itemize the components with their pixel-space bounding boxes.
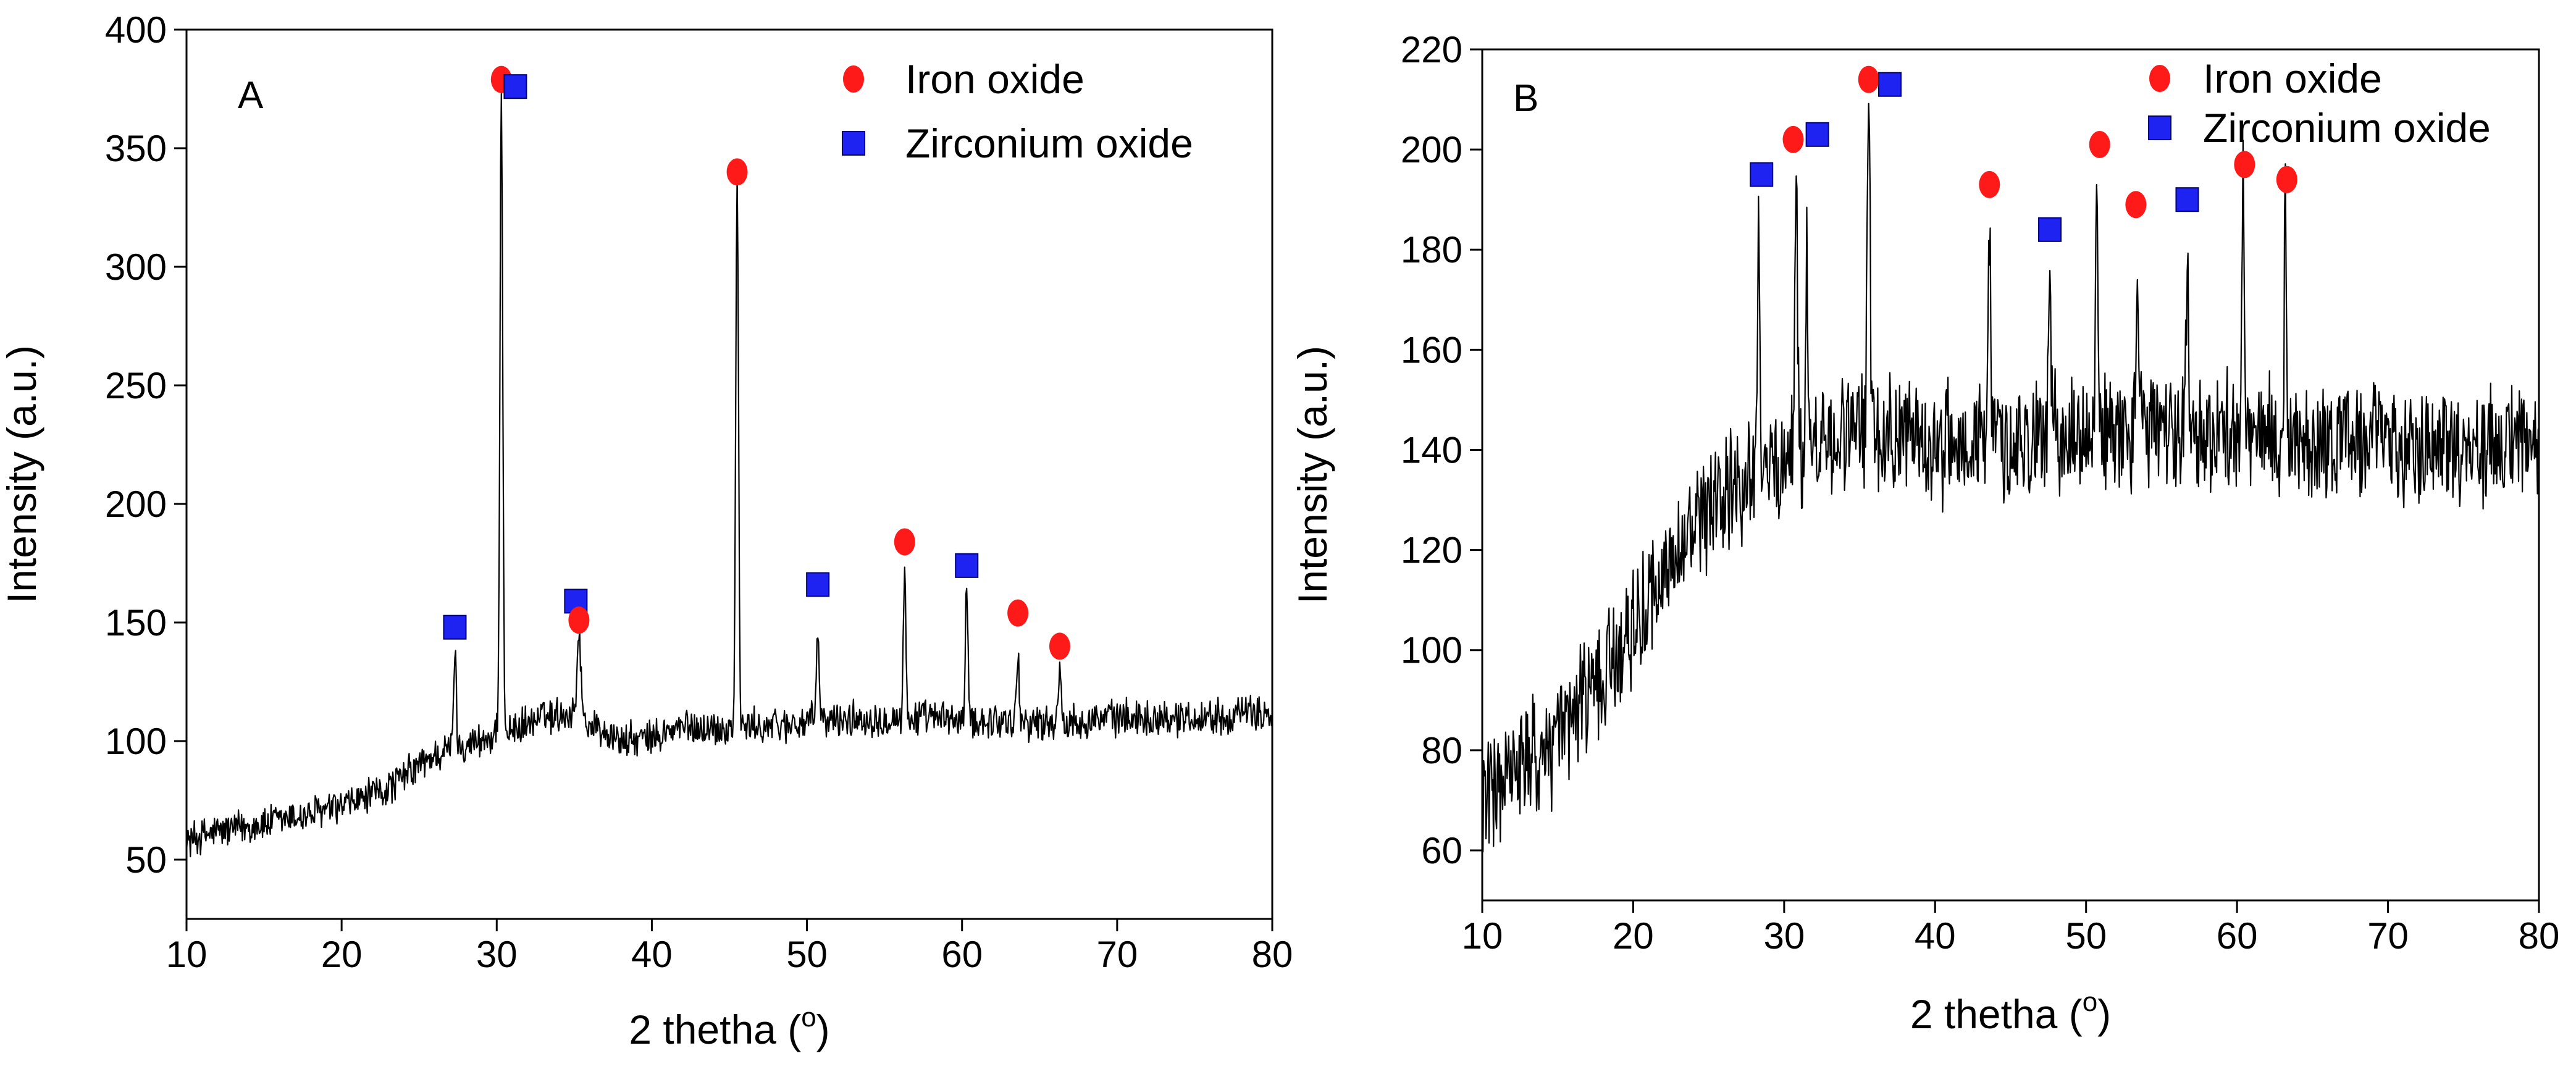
x-tick-label: 60: [2217, 915, 2258, 957]
legend-zirconium-oxide-marker: [842, 131, 865, 156]
y-tick-label: 120: [1401, 530, 1462, 571]
y-tick-label: 180: [1401, 229, 1462, 270]
zirconium-oxide-marker: [2175, 187, 2199, 212]
legend-label: Zirconium oxide: [2203, 105, 2491, 151]
x-tick-label: 70: [1096, 934, 1138, 975]
y-tick-label: 140: [1401, 429, 1462, 471]
legend-zirconium-oxide-marker: [2148, 115, 2171, 140]
panel-label: A: [238, 74, 264, 117]
iron-oxide-marker: [1007, 599, 1029, 627]
y-tick-label: 200: [105, 484, 167, 525]
y-tick-label: 250: [105, 365, 167, 406]
iron-oxide-marker: [2234, 151, 2255, 178]
x-tick-label: 40: [1915, 915, 1956, 957]
iron-oxide-marker: [726, 158, 748, 186]
zirconium-oxide-marker: [806, 572, 830, 597]
legend-label: Iron oxide: [2203, 56, 2382, 101]
iron-oxide-marker: [2089, 131, 2110, 159]
x-tick-label: 70: [2367, 915, 2409, 957]
y-axis-title: Intensity (a.u.): [1297, 346, 1335, 604]
x-tick-label: 80: [2519, 915, 2560, 957]
x-tick-label: 10: [1462, 915, 1503, 957]
xrd-trace: [185, 92, 1273, 858]
y-tick-label: 400: [105, 9, 167, 51]
zirconium-oxide-marker: [503, 74, 527, 99]
xrd-chart-b: 10 20 30 40 50 60 70 80 60 80 100 120 140 160 180 200 22…: [1297, 0, 2576, 1069]
iron-oxide-marker: [1782, 125, 1804, 153]
y-tick-label: 80: [1421, 730, 1462, 771]
iron-oxide-marker: [568, 606, 590, 634]
iron-oxide-marker: [1049, 632, 1070, 660]
y-tick-label: 200: [1401, 129, 1462, 170]
x-axis-title: 2 thetha (o): [1910, 987, 2111, 1037]
y-tick-label: 350: [105, 128, 167, 169]
y-axis-title: Intensity (a.u.): [0, 345, 44, 603]
legend-label: Zirconium oxide: [905, 120, 1193, 166]
y-tick-label: 50: [125, 839, 167, 881]
chart-b-svg: 10 20 30 40 50 60 70 80 60 80 100 120 140 160 180 200 22…: [1297, 29, 2560, 1037]
legend-iron-oxide-marker: [2149, 65, 2170, 92]
iron-oxide-marker: [1858, 65, 1879, 93]
zirconium-oxide-marker: [443, 614, 467, 640]
x-tick-label: 80: [1252, 934, 1293, 975]
zirconium-oxide-marker: [955, 553, 979, 578]
plot-frame: [185, 28, 1273, 920]
chart-a-svg: 10 20 30 40 50 60 70 80 50 100 150 200 250 300 350 400 2…: [0, 9, 1293, 1052]
iron-oxide-marker: [2125, 191, 2147, 219]
y-tick-label: 100: [105, 721, 167, 762]
y-tick-label: 60: [1421, 830, 1462, 871]
x-tick-label: 40: [631, 934, 673, 975]
y-tick-label: 300: [105, 246, 167, 288]
x-tick-label: 20: [1613, 915, 1654, 957]
zirconium-oxide-marker: [1750, 162, 1774, 187]
x-tick-label: 30: [476, 934, 518, 975]
y-tick-label: 150: [105, 602, 167, 643]
x-tick-label: 60: [941, 934, 983, 975]
xrd-trace: [1481, 103, 2540, 853]
panel-label: B: [1513, 77, 1538, 120]
xrd-chart-a: 10 20 30 40 50 60 70 80 50 100 150 200 250 300 350 400 2…: [0, 9, 1293, 1052]
y-tick-label: 160: [1401, 329, 1462, 371]
legend-label: Iron oxide: [905, 56, 1085, 102]
y-tick-label: 220: [1401, 29, 1462, 70]
iron-oxide-marker: [2276, 166, 2297, 193]
x-tick-label: 50: [2065, 915, 2107, 957]
x-tick-label: 20: [321, 934, 363, 975]
y-tick-label: 100: [1401, 630, 1462, 671]
legend-iron-oxide-marker: [843, 65, 864, 93]
zirconium-oxide-marker: [1877, 72, 1902, 97]
x-axis-title: 2 thetha (o): [629, 1002, 829, 1052]
x-tick-label: 10: [166, 934, 208, 975]
x-tick-label: 30: [1763, 915, 1805, 957]
zirconium-oxide-marker: [2038, 217, 2062, 242]
iron-oxide-marker: [894, 528, 915, 556]
zirconium-oxide-marker: [1805, 122, 1829, 147]
iron-oxide-marker: [1979, 170, 2000, 198]
x-tick-label: 50: [786, 934, 828, 975]
